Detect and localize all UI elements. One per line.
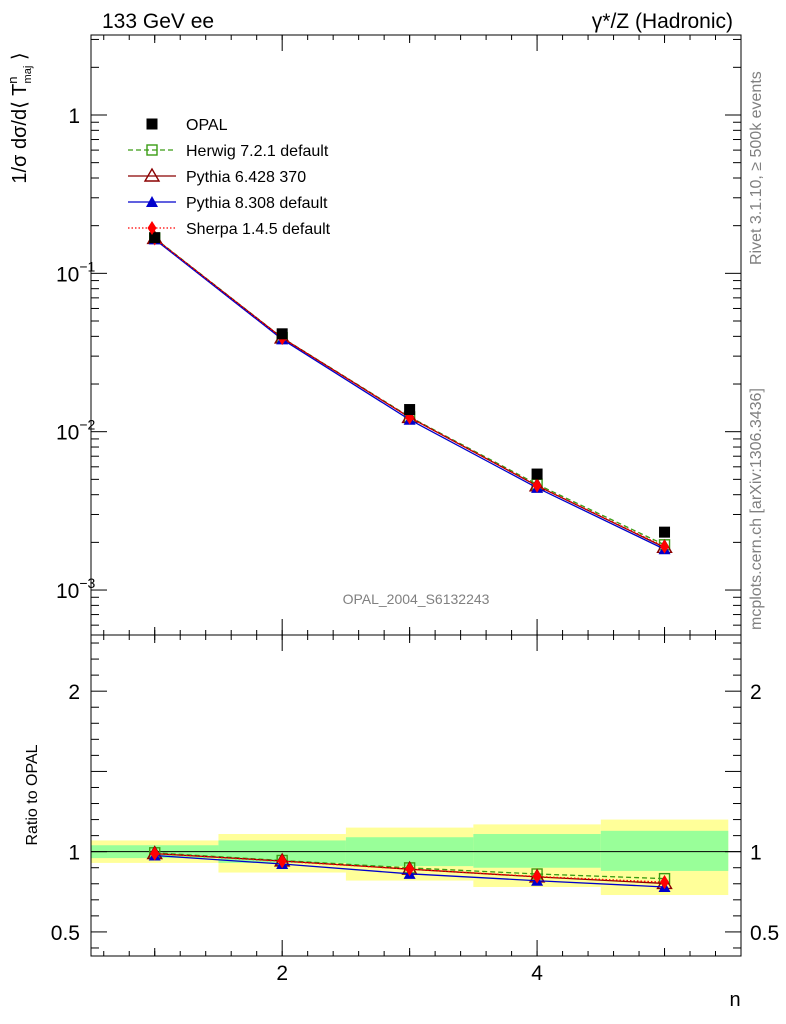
main-line-sherpa-1-4-5-default	[154, 237, 665, 548]
main-point-opal-4	[531, 468, 543, 480]
ratio-xtick-label: 4	[531, 962, 543, 985]
main-line-pythia-8-308-default	[154, 238, 665, 550]
ratio-line-sherpa-1-4-5-default	[154, 852, 665, 883]
rivet-version-label: Rivet 3.1.10, ≥ 500k events	[748, 71, 765, 265]
ratio-ytick-label-right: 2	[750, 681, 762, 704]
ratio-point-sherpa-1-4-5-default-1	[150, 846, 160, 861]
ratio-ytick-label-left: 2	[68, 681, 80, 704]
main-ytick-label: 10−3	[56, 575, 96, 603]
legend-label-herwig-7-2-1-default: Herwig 7.2.1 default	[186, 143, 329, 160]
mcplots-label: mcplots.cern.ch [arXiv:1306.3436]	[748, 388, 765, 630]
ratio-series-group	[146, 845, 673, 892]
ratio-ytick-label-right: 1	[750, 842, 762, 865]
ratio-line-herwig-7-2-1-default	[154, 852, 665, 880]
main-ylabel: 1/σ dσ/d⟨ Tn maj ⟩	[5, 52, 34, 183]
header-left-label: 133 GeV ee	[102, 10, 214, 33]
ratio-ytick-label-right: 0.5	[750, 922, 779, 945]
main-point-sherpa-1-4-5-default-4	[532, 478, 542, 493]
main-point-opal-2	[276, 328, 288, 340]
main-point-opal-1	[149, 232, 161, 244]
header-right-label: γ*/Z (Hadronic)	[592, 10, 733, 33]
main-ytick-label: 1	[68, 105, 80, 128]
main-point-opal-5	[659, 526, 671, 538]
ratio-ytick-label-left: 1	[68, 842, 80, 865]
stat-band-5	[600, 830, 729, 871]
ratio-axis-ticks: 0.5 0.5 1 1 2 2 2 4	[51, 635, 779, 985]
legend-label-opal: OPAL	[186, 117, 228, 134]
ratio-xlabel: n	[729, 989, 740, 1011]
analysis-watermark: OPAL_2004_S6132243	[343, 591, 490, 607]
legend-marker-opal	[146, 118, 158, 130]
legend-label-sherpa-1-4-5-default: Sherpa 1.4.5 default	[186, 221, 331, 238]
ratio-ylabel: Ratio to OPAL	[24, 744, 41, 845]
ratio-ytick-label-left: 0.5	[51, 922, 80, 945]
ratio-xtick-label: 2	[276, 962, 288, 985]
ratio-point-sherpa-1-4-5-default-2	[277, 854, 287, 869]
legend-marker-sherpa-1-4-5-default	[147, 221, 157, 235]
main-line-herwig-7-2-1-default	[154, 237, 665, 546]
legend-marker-herwig-7-2-1-default	[146, 144, 158, 156]
legend-label-pythia-8-308-default: Pythia 8.308 default	[186, 195, 328, 212]
ratio-point-sherpa-1-4-5-default-4	[532, 869, 542, 884]
ratio-point-sherpa-1-4-5-default-3	[405, 862, 415, 877]
main-point-sherpa-1-4-5-default-5	[660, 539, 670, 554]
stat-band-4	[473, 834, 601, 868]
main-ytick-label: 10−2	[56, 417, 96, 445]
ratio-point-sherpa-1-4-5-default-5	[660, 875, 670, 890]
main-axis-ticks: 10−3 10−2 10−1 1	[56, 35, 741, 635]
main-line-pythia-6-428-370	[154, 237, 665, 548]
legend: OPAL Herwig 7.2.1 default Pythia 6.428 370…	[128, 117, 331, 238]
main-point-opal-3	[404, 404, 416, 416]
main-ytick-label: 10−1	[56, 258, 96, 286]
legend-marker-pythia-6-428-370	[143, 167, 161, 182]
ratio-frame	[90, 634, 742, 957]
legend-label-pythia-6-428-370: Pythia 6.428 370	[186, 169, 306, 186]
legend-marker-pythia-8-308-default	[146, 196, 158, 207]
main-series-group	[146, 230, 673, 555]
